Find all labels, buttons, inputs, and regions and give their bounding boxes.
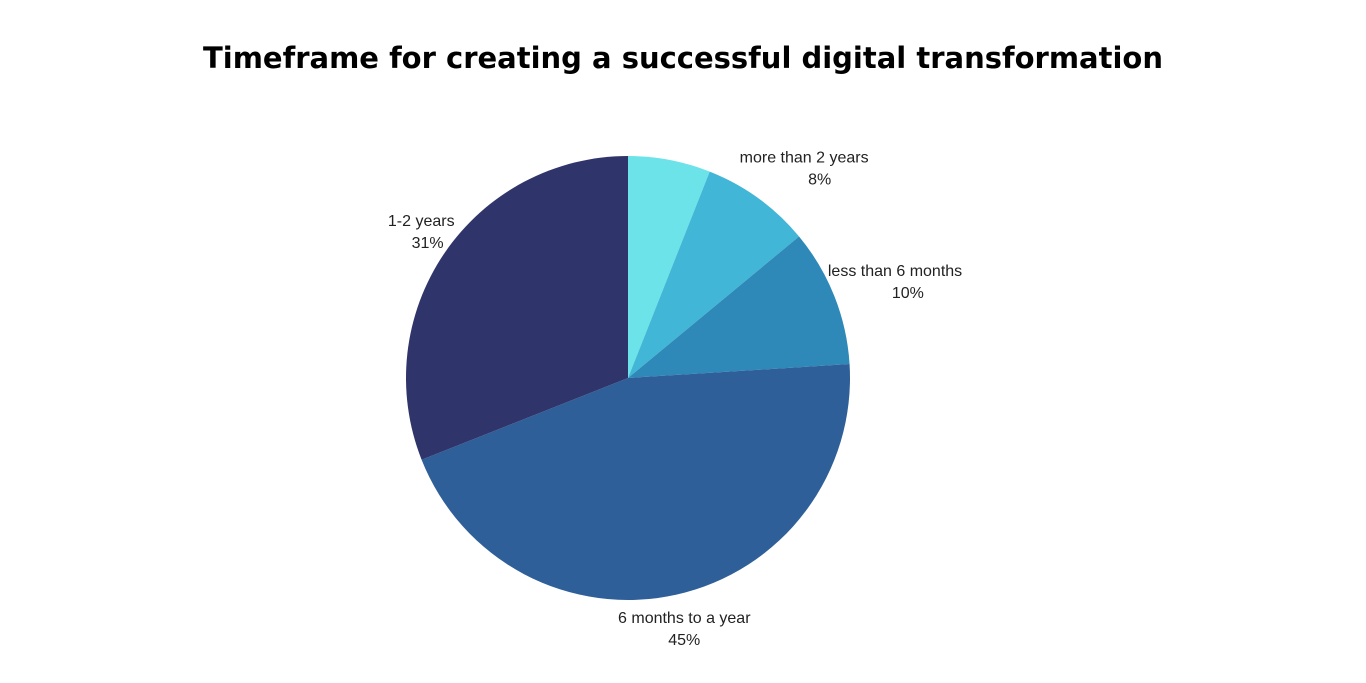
pie-slice — [628, 156, 710, 378]
slice-label: more than 2 years — [740, 149, 869, 166]
slice-value: 10% — [892, 285, 924, 302]
slice-label: less than 6 months — [828, 263, 962, 280]
slice-value: 45% — [668, 632, 700, 649]
slice-label: 1-2 years — [388, 213, 455, 230]
slice-value: 8% — [808, 171, 831, 188]
chart-title: Timeframe for creating a successful digi… — [203, 41, 1163, 75]
pie-slice — [406, 156, 628, 460]
pie-slice — [421, 364, 851, 601]
pie-slice — [628, 171, 800, 378]
pie-slice — [628, 236, 850, 378]
slice-value: 31% — [412, 235, 444, 252]
slice-label: 6 months to a year — [618, 610, 751, 627]
